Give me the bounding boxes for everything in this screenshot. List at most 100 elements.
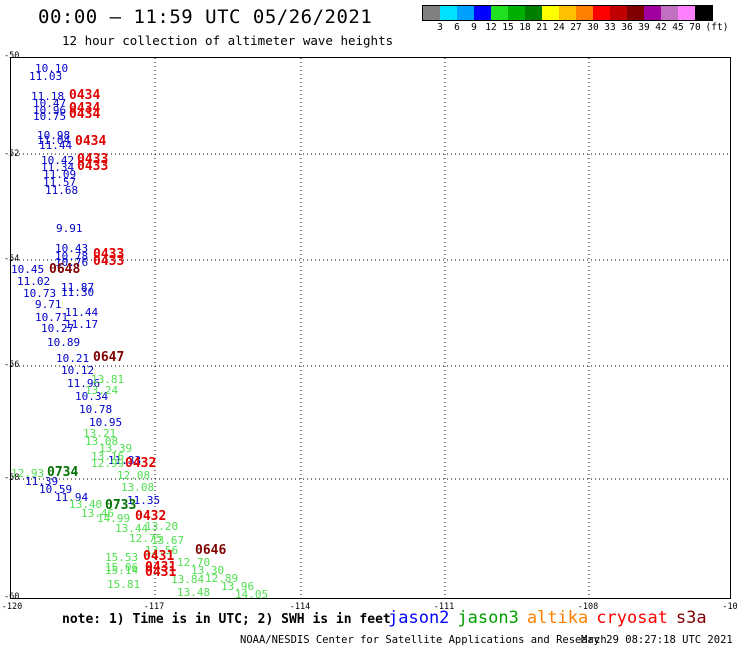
wave-height-label: 15.06 bbox=[105, 561, 139, 574]
wave-height-label: 10.47 bbox=[33, 97, 67, 110]
wave-height-label: 11.44 bbox=[39, 139, 73, 152]
wave-height-label: 13.96 bbox=[221, 580, 255, 593]
wave-height-label: 12.75 bbox=[129, 532, 163, 545]
wave-height-label: 13.08 bbox=[85, 435, 119, 448]
lon-label: -108 bbox=[577, 602, 599, 612]
wave-height-label: 11.03 bbox=[29, 70, 63, 83]
wave-height-label: 10.71 bbox=[35, 311, 69, 324]
wave-height-label: 10.75 bbox=[33, 110, 67, 123]
scale-label: 30 bbox=[587, 22, 599, 33]
wave-height-label: 10.98 bbox=[37, 129, 71, 142]
wave-height-label: 10.34 bbox=[75, 390, 109, 403]
pass-time-label: 0433 bbox=[93, 254, 125, 269]
scale-label: 15 bbox=[502, 22, 514, 33]
legend-cryosat: cryosat bbox=[596, 608, 668, 628]
scale-swatch bbox=[610, 6, 627, 20]
lat-label: -50 bbox=[4, 51, 20, 61]
scale-swatch bbox=[644, 6, 661, 20]
wave-height-label: 10.78 bbox=[55, 250, 89, 263]
pass-time-label: 0432 bbox=[125, 456, 157, 471]
map-grid bbox=[11, 58, 730, 598]
wave-height-label: 13.08 bbox=[121, 481, 155, 494]
lat-label: -58 bbox=[4, 473, 20, 483]
pass-time-label: 0434 bbox=[69, 88, 101, 103]
wave-height-label: 9.91 bbox=[56, 222, 83, 235]
scale-swatch bbox=[593, 6, 610, 20]
wave-height-label: 11.09 bbox=[43, 168, 77, 181]
scale-swatch bbox=[474, 6, 491, 20]
lon-label: -117 bbox=[143, 602, 165, 612]
wave-height-label: 10.73 bbox=[23, 287, 57, 300]
wave-height-label: 15.53 bbox=[105, 551, 139, 564]
map-panel: 10.10 11.03 11.18 10.47 10.96 10.75 10.98 11.04… bbox=[10, 57, 731, 599]
legend-jason2: jason2 bbox=[388, 608, 450, 628]
pass-time-label: 0434 bbox=[75, 134, 107, 149]
wave-height-label: 13.44 bbox=[115, 522, 149, 535]
scale-swatch bbox=[491, 6, 508, 20]
lat-label: -60 bbox=[4, 592, 20, 602]
wave-height-label: 11.18 bbox=[31, 90, 65, 103]
wave-height-label: 13.67 bbox=[151, 534, 185, 547]
color-scale-bar bbox=[422, 5, 713, 21]
wave-height-label: 10.96 bbox=[33, 104, 67, 117]
pass-time-label: 0434 bbox=[69, 107, 101, 122]
scale-label: 70 bbox=[689, 22, 701, 33]
scale-swatch bbox=[508, 6, 525, 20]
wave-height-label: 12.93 bbox=[11, 467, 45, 480]
wave-height-label: 14.99 bbox=[97, 512, 131, 525]
scale-label: 9 bbox=[471, 22, 477, 33]
wave-height-label: 11.57 bbox=[43, 176, 77, 189]
scale-label: 3 bbox=[437, 22, 443, 33]
page-title: 00:00 – 11:59 UTC 05/26/2021 bbox=[38, 6, 373, 28]
pass-time-label: 0434 bbox=[69, 101, 101, 116]
wave-height-label: 10.78 bbox=[79, 403, 113, 416]
footer-credit: NOAA/NESDIS Center for Satellite Applica… bbox=[240, 634, 607, 646]
scale-label: 27 bbox=[570, 22, 582, 33]
wave-height-label: 11.34 bbox=[41, 161, 75, 174]
scale-swatch bbox=[695, 6, 712, 20]
wave-height-label: 10.95 bbox=[89, 416, 123, 429]
scale-label: 33 bbox=[604, 22, 616, 33]
lon-label: -10 bbox=[722, 602, 738, 612]
wave-height-label: 12.99 bbox=[91, 457, 125, 470]
scale-label: 39 bbox=[638, 22, 650, 33]
pass-time-label: 0432 bbox=[135, 509, 167, 524]
scale-label: 24 bbox=[553, 22, 565, 33]
wave-height-label: 10.27 bbox=[41, 322, 75, 335]
wave-height-label: 11.35 bbox=[127, 494, 161, 507]
scale-unit: (ft) bbox=[705, 22, 729, 33]
pass-time-label: 0431 bbox=[145, 560, 177, 575]
wave-height-label: 14.05 bbox=[235, 588, 269, 599]
units-note: note: 1) Time is in UTC; 2) SWH is in fe… bbox=[62, 612, 391, 627]
lon-label: -120 bbox=[1, 602, 23, 612]
wave-height-label: 10.42 bbox=[41, 154, 75, 167]
scale-label: 36 bbox=[621, 22, 633, 33]
wave-height-label: 11.04 bbox=[37, 134, 71, 147]
scale-label: 12 bbox=[485, 22, 497, 33]
scale-label: 18 bbox=[519, 22, 531, 33]
scale-swatch bbox=[440, 6, 457, 20]
wave-height-label: 12.89 bbox=[205, 572, 239, 585]
scale-swatch bbox=[525, 6, 542, 20]
wave-height-label: 10.89 bbox=[47, 336, 81, 349]
wave-height-label: 10.43 bbox=[55, 242, 89, 255]
wave-height-label: 13.16 bbox=[91, 450, 125, 463]
legend-altika: altika bbox=[526, 608, 589, 628]
scale-label: 21 bbox=[536, 22, 548, 33]
scale-swatch bbox=[678, 6, 695, 20]
footer-timestamp: May 29 08:27:18 UTC 2021 bbox=[581, 634, 733, 646]
pass-time-label: 0433 bbox=[77, 159, 109, 174]
legend-jason3: jason3 bbox=[457, 608, 519, 628]
wave-height-label: 11.33 bbox=[108, 454, 142, 467]
wave-height-label: 10.12 bbox=[61, 364, 95, 377]
pass-time-label: 0646 bbox=[195, 543, 227, 558]
scale-swatch bbox=[542, 6, 559, 20]
wave-height-label: 9.71 bbox=[35, 298, 62, 311]
satellite-legend: jason2 jason3 altika cryosat s3a bbox=[388, 608, 715, 628]
lat-label: -54 bbox=[4, 254, 20, 264]
scale-swatch bbox=[661, 6, 678, 20]
wave-height-label: 13.39 bbox=[99, 442, 133, 455]
wave-height-label: 11.68 bbox=[45, 184, 79, 197]
wave-height-label: 13.81 bbox=[91, 373, 125, 386]
wave-height-label: 13.20 bbox=[145, 520, 179, 533]
